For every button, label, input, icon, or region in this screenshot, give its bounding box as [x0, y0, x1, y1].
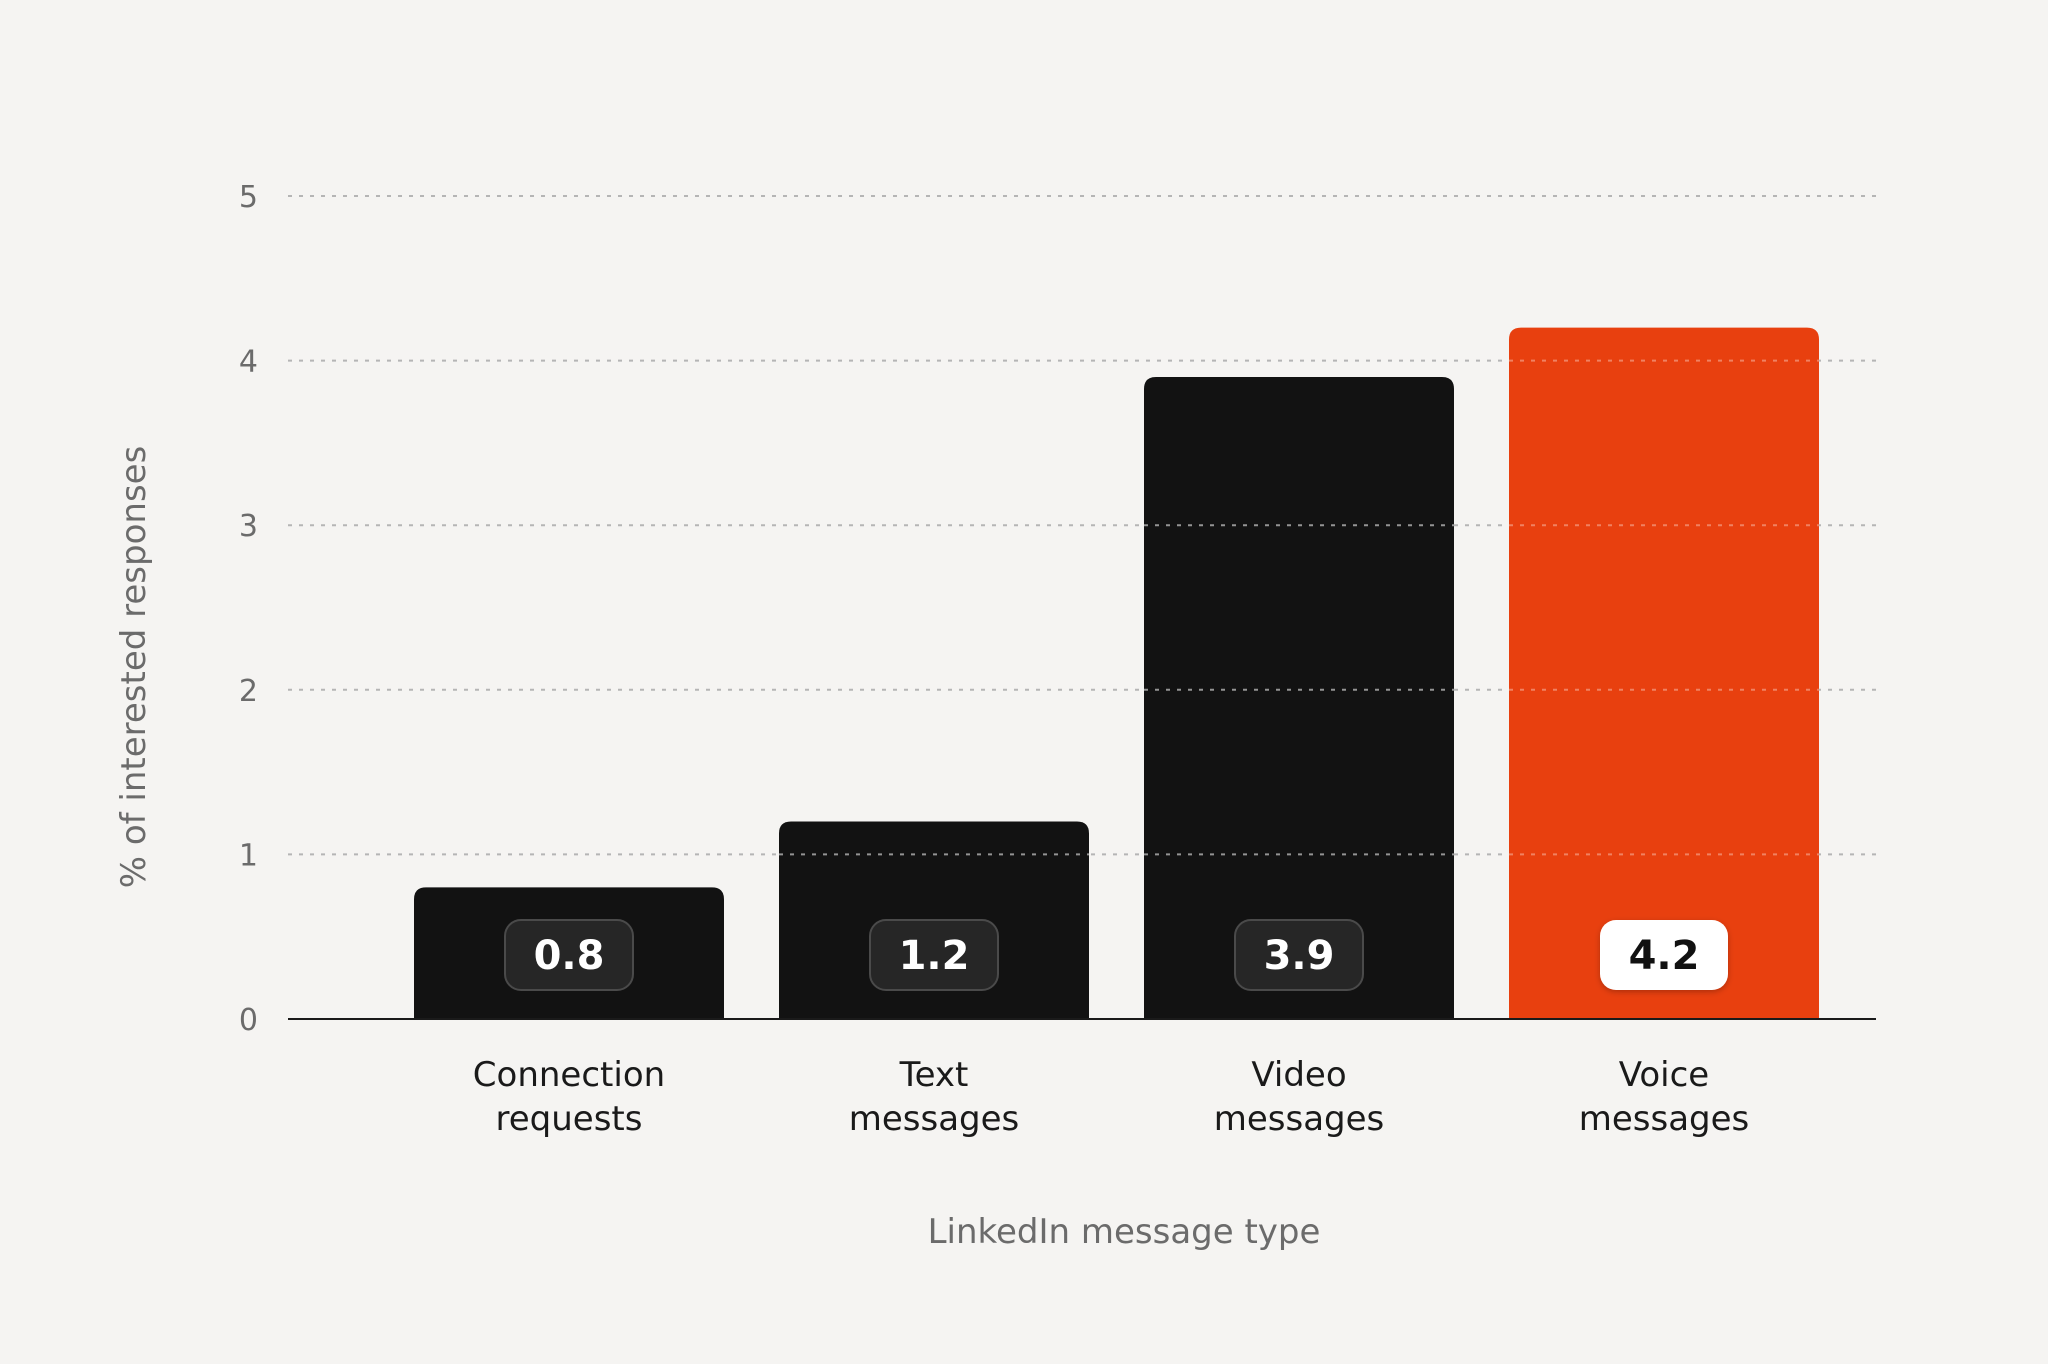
- data-label-badge-0: [504, 919, 634, 991]
- data-label-1: 1.2: [899, 933, 970, 979]
- data-label-badge-3: [1600, 920, 1728, 990]
- y-tick-label-3: 3: [239, 509, 258, 544]
- x-category-label-line: Text: [899, 1055, 969, 1095]
- x-category-label-1: Text messages: [849, 1055, 1020, 1139]
- x-category-label-line: requests: [496, 1099, 643, 1139]
- x-category-label-0: Connection requests: [473, 1055, 665, 1139]
- y-tick-label-5: 5: [239, 180, 258, 215]
- x-category-label-line: messages: [1214, 1099, 1385, 1139]
- x-axis-title: LinkedIn message type: [928, 1212, 1321, 1252]
- x-category-label-line: Voice: [1619, 1055, 1709, 1095]
- data-label-badge-1: [869, 919, 999, 991]
- y-tick-label-0: 0: [239, 1003, 258, 1038]
- bar-3: [1509, 327, 1819, 1019]
- x-category-label-line: Video: [1251, 1055, 1346, 1095]
- bars: [414, 327, 1819, 1019]
- y-axis-title: % of interested responses: [114, 446, 154, 889]
- y-tick-label-1: 1: [239, 838, 258, 873]
- data-label-3: 4.2: [1629, 933, 1700, 979]
- x-category-label-line: messages: [849, 1099, 1020, 1139]
- data-label-2: 3.9: [1264, 933, 1335, 979]
- x-category-label-line: Connection: [473, 1055, 665, 1095]
- y-tick-label-2: 2: [239, 674, 258, 709]
- x-category-label-line: messages: [1579, 1099, 1750, 1139]
- y-tick-label-4: 4: [239, 345, 258, 380]
- bar-gridlines: [779, 359, 1819, 856]
- x-category-label-3: Voice messages: [1579, 1055, 1750, 1139]
- data-label-badge-2: [1234, 919, 1364, 991]
- data-label-0: 0.8: [534, 933, 605, 979]
- x-category-label-2: Video messages: [1214, 1055, 1385, 1139]
- data-labels: 0.8 1.2 3.9 4.2: [504, 919, 1728, 991]
- bar-2: [1144, 377, 1454, 1019]
